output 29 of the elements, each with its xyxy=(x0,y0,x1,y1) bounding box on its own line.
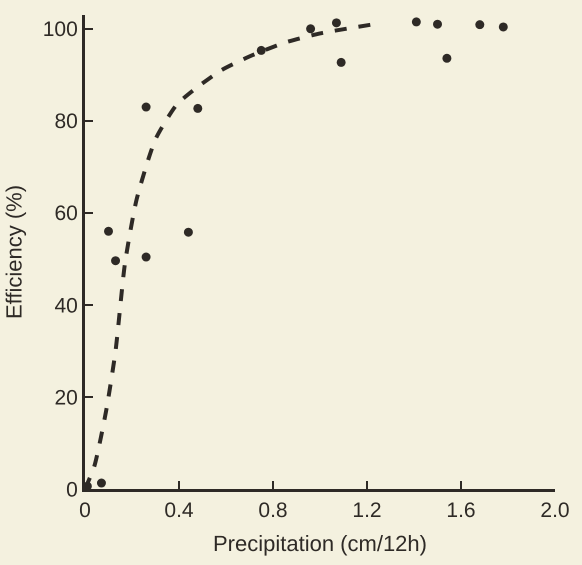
x-tick-label: 0.8 xyxy=(258,499,288,522)
point xyxy=(332,18,341,28)
point xyxy=(306,24,316,34)
y-tick-label: 60 xyxy=(54,202,78,226)
point xyxy=(184,228,193,237)
point xyxy=(193,104,202,113)
point xyxy=(336,58,346,67)
x-tick-label: 2.0 xyxy=(540,499,570,522)
y-tick-label: 40 xyxy=(54,294,78,318)
y-tick-label: 100 xyxy=(42,18,78,42)
point xyxy=(142,252,151,262)
point xyxy=(104,226,113,236)
point xyxy=(142,102,151,112)
y-axis-title: Efficiency (%) xyxy=(2,184,27,320)
point xyxy=(96,478,106,488)
y-tick-label: 0 xyxy=(66,478,78,502)
point xyxy=(433,20,442,29)
y-tick-label: 20 xyxy=(54,386,78,410)
point xyxy=(498,22,508,32)
point xyxy=(475,20,484,30)
x-tick-label: 1.2 xyxy=(352,499,382,522)
x-axis-title: Precipitation (cm/12h) xyxy=(213,531,427,556)
point xyxy=(412,17,421,26)
x-tick-label: 0.4 xyxy=(164,499,194,522)
x-tick-label: 1.6 xyxy=(446,499,476,522)
point xyxy=(256,46,266,55)
y-tick-label: 80 xyxy=(54,110,78,134)
point xyxy=(111,256,120,266)
point xyxy=(442,54,452,63)
